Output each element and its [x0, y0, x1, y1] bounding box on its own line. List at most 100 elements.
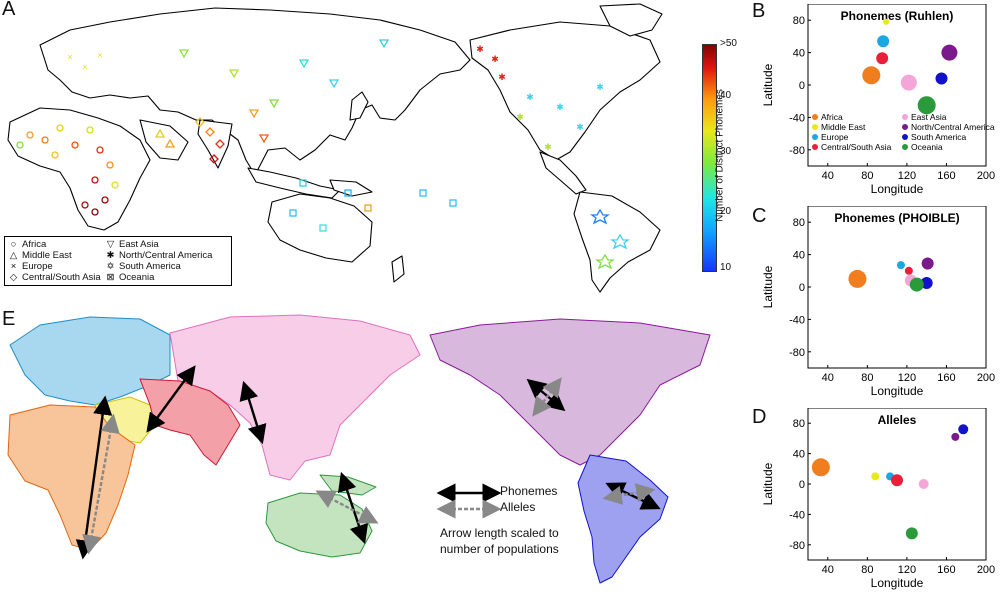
legend-marker — [902, 124, 908, 130]
legend-label: East Asia — [119, 239, 159, 250]
india-land — [197, 119, 233, 169]
data-point-east-asia — [900, 74, 917, 91]
arabia-land — [139, 119, 189, 161]
y-tick-label: 40 — [793, 48, 805, 60]
x-axis-label: Longitude — [871, 576, 924, 590]
indonesia-land — [247, 167, 341, 199]
x-axis-label: Longitude — [871, 182, 924, 196]
y-tick-label: 0 — [799, 282, 805, 294]
data-point-oceania — [917, 96, 936, 115]
x-tick-label: 80 — [861, 372, 873, 384]
legend-item: △ Middle East — [8, 250, 101, 261]
x-tick-label: 160 — [937, 564, 955, 576]
y-tick-label: 80 — [793, 15, 805, 27]
legend-column-1: ○ Africa △ Middle East × Europe ◇ Central/So… — [8, 239, 101, 283]
chart-title: Phonemes (Ruhlen) — [841, 9, 954, 23]
y-axis-label: Latitude — [761, 265, 775, 308]
data-point-africa — [811, 458, 830, 477]
scatter-phonemes-ruhlen: Phonemes (Ruhlen) 40 80 120 160 200 80 40 0 -40 -8… — [761, 4, 995, 196]
x-tick-label: 120 — [898, 170, 916, 182]
region-north-america — [429, 318, 711, 466]
x-tick-label: 160 — [937, 372, 955, 384]
x-tick-label: 160 — [937, 170, 955, 182]
y-tick-label: -80 — [789, 145, 805, 157]
data-point-central-south-asia — [891, 474, 903, 487]
legend-label: South America — [119, 261, 181, 272]
y-tick-label: -40 — [789, 112, 805, 124]
y-tick-label: 40 — [793, 250, 805, 262]
south-america-land — [573, 191, 661, 293]
data-point-europe — [896, 261, 905, 270]
legend-item: ✡ South America — [105, 261, 212, 272]
svg-text:✱: ✱ — [556, 102, 564, 112]
data-point-north-central-america — [951, 432, 960, 441]
arrow-alleles-oceania — [315, 490, 379, 524]
data-point-east-asia — [918, 479, 929, 489]
y-tick-label: 80 — [793, 418, 805, 430]
plot-frame — [807, 206, 987, 369]
x-tick-label: 40 — [822, 564, 834, 576]
colorbar-tick: >50 — [720, 38, 737, 49]
region-east-asia — [169, 314, 421, 481]
data-point-oceania — [909, 277, 924, 292]
star-icon: ✡ — [106, 261, 115, 272]
boxed-cross-icon: ⊠ — [106, 272, 115, 283]
data-point-central-south-asia — [876, 52, 889, 65]
y-axis-label: Latitude — [761, 462, 775, 505]
arrow-note-line2: number of populations — [440, 542, 559, 556]
panel-letter-d: D — [752, 406, 767, 428]
svg-text:✱: ✱ — [576, 122, 584, 132]
data-point-middle-east — [883, 18, 890, 25]
legend-marker — [812, 124, 818, 130]
y-tick-label: -80 — [789, 540, 805, 552]
y-tick-label: 0 — [799, 479, 805, 491]
data-point-south-america — [958, 424, 969, 435]
legend-marker — [902, 134, 908, 140]
data-point-africa — [862, 66, 881, 85]
legend-item: ○ Africa — [8, 239, 101, 250]
legend-item: × Europe — [8, 261, 101, 272]
legend-entry: Africa — [821, 112, 843, 122]
svg-text:×: × — [97, 50, 102, 60]
central-america-land — [539, 151, 587, 195]
cross-icon: × — [10, 261, 17, 272]
region-symbol-legend: ○ Africa △ Middle East × Europe ◇ Central/So… — [4, 236, 232, 286]
x-tick-label: 120 — [898, 372, 916, 384]
panel-letter-b: B — [752, 0, 766, 22]
japan-land — [349, 91, 369, 121]
legend-entry: Europe — [821, 132, 849, 142]
triangle-up-icon: △ — [9, 250, 18, 261]
arrow-alleles-africa — [82, 413, 120, 555]
colorbar-tick: 30 — [720, 146, 732, 157]
data-point-north-central-america — [941, 44, 958, 61]
panel-letter-e: E — [2, 308, 16, 330]
arrow-note-line1: Arrow length scaled to — [440, 526, 559, 540]
y-tick-label: -40 — [789, 314, 805, 326]
y-tick-label: -40 — [789, 509, 805, 521]
legend-marker — [812, 144, 818, 150]
svg-text:✱: ✱ — [526, 92, 534, 102]
legend-entry: Central/South Asia — [821, 142, 892, 152]
x-tick-label: 120 — [898, 564, 916, 576]
alleles-legend-label: Alleles — [500, 500, 536, 514]
svg-text:✱: ✱ — [544, 142, 552, 152]
legend-marker — [902, 144, 908, 150]
x-tick-label: 200 — [977, 564, 995, 576]
eurasia-land — [39, 7, 471, 176]
greenland-land — [599, 3, 663, 37]
legend-label: Africa — [22, 239, 47, 250]
colorbar-tick: 20 — [720, 206, 732, 217]
colorbar-tick: 10 — [720, 262, 732, 273]
region-oceania — [265, 474, 377, 558]
data-point-south-america — [920, 276, 933, 289]
plot-frame — [807, 4, 987, 167]
svg-text:✱: ✱ — [498, 72, 506, 82]
legend-column-2: ▽ East Asia ✱ North/Central America ✡ South… — [105, 239, 213, 283]
y-tick-label: -80 — [789, 347, 805, 359]
data-point-north-central-america — [921, 257, 934, 270]
x-tick-label: 80 — [861, 170, 873, 182]
legend-item: ▽ East Asia — [105, 239, 212, 250]
legend-entry: East Asia — [911, 112, 947, 122]
legend-marker — [812, 114, 818, 120]
legend-label: North/Central America — [119, 250, 213, 261]
